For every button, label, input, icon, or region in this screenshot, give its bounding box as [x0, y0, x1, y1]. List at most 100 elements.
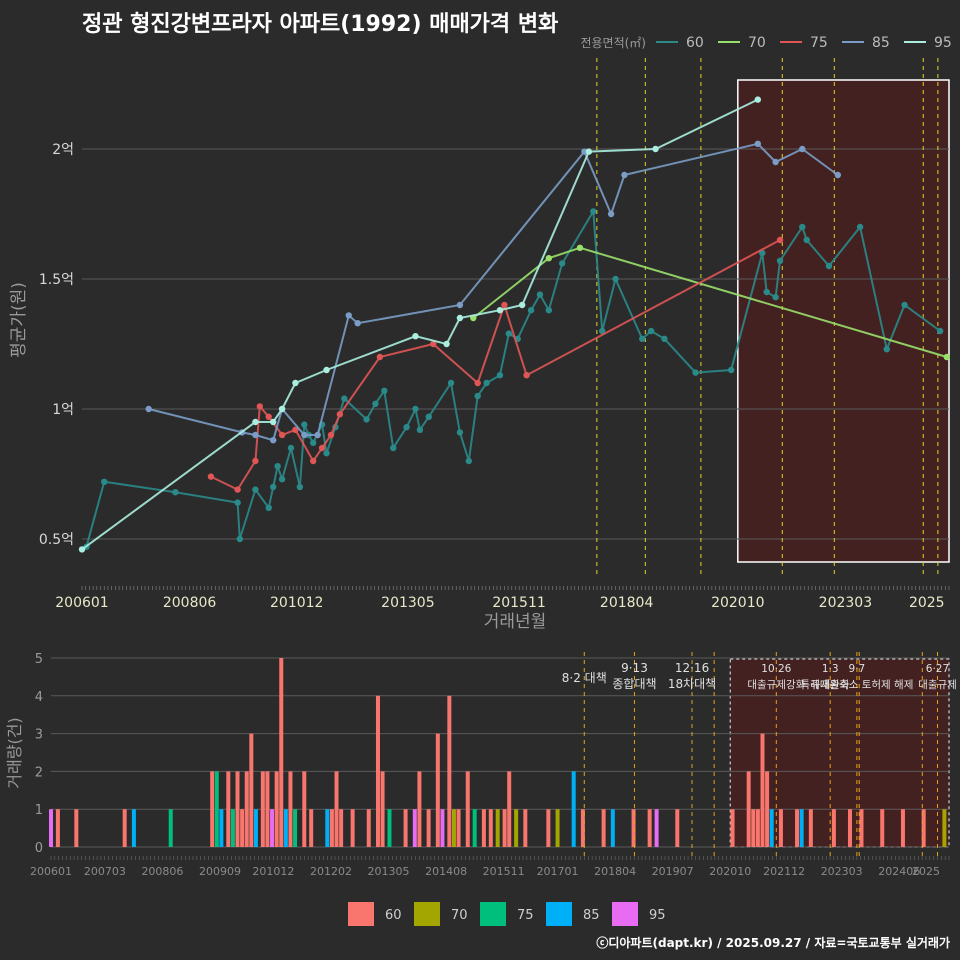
legend-label-95: 95: [649, 908, 666, 923]
data-point-60: [647, 327, 655, 335]
bar-60: [507, 771, 512, 847]
data-point-95: [518, 301, 526, 309]
data-point-95: [652, 145, 659, 153]
data-point-60: [496, 372, 504, 379]
bar-60: [350, 809, 355, 847]
x-tick-label: 202010: [711, 595, 764, 611]
bar-60: [647, 809, 652, 847]
data-point-60: [236, 535, 244, 543]
y-tick-label-bottom: 3: [35, 728, 43, 743]
bar-75: [168, 809, 173, 847]
bar-60: [240, 809, 245, 847]
data-point-60: [599, 327, 606, 335]
legend-label-95: 95: [934, 35, 952, 51]
data-point-60: [474, 392, 481, 400]
data-point-85: [754, 140, 762, 147]
data-point-95: [252, 418, 259, 426]
data-point-60: [341, 395, 348, 402]
x-tick-label: 2025: [909, 595, 945, 611]
event-label: 12·16: [675, 661, 709, 675]
data-point-60: [101, 478, 108, 485]
data-point-60: [372, 400, 379, 407]
bar-60: [465, 771, 470, 847]
y-tick-label-bottom: 2: [35, 765, 43, 780]
bar-60: [795, 809, 800, 847]
bar-60: [288, 771, 293, 847]
bar-85: [571, 771, 576, 847]
bar-60: [122, 809, 127, 847]
data-point-85: [301, 431, 308, 439]
bar-60: [235, 771, 240, 847]
data-point-95: [585, 148, 593, 155]
x-tick-label-bottom: 200806: [141, 865, 183, 878]
x-tick-label: 201012: [270, 595, 323, 611]
data-point-95: [269, 418, 277, 426]
data-point-85: [314, 431, 321, 439]
data-point-60: [883, 346, 890, 353]
data-point-60: [447, 379, 455, 387]
data-point-60: [803, 236, 810, 244]
bar-95: [49, 809, 53, 847]
data-point-95: [292, 379, 299, 387]
legend-title: 전용면적(㎡): [580, 36, 646, 50]
data-point-60: [772, 294, 779, 301]
bar-60: [339, 809, 344, 847]
legend-label-70: 70: [748, 35, 766, 51]
data-point-60: [590, 208, 597, 215]
data-point-75: [278, 431, 286, 439]
data-point-60: [692, 369, 699, 376]
bar-70: [451, 809, 456, 847]
data-point-85: [269, 437, 277, 444]
bar-60: [580, 809, 585, 847]
bar-60: [226, 771, 231, 847]
highlight-region: [737, 79, 950, 563]
bar-60: [601, 809, 606, 847]
data-point-60: [776, 257, 784, 264]
bar-60: [502, 809, 507, 847]
data-point-60: [252, 486, 259, 493]
x-axis-title: 거래년월: [484, 612, 547, 632]
credit-text: ⓒ디아파트(dapt.kr) / 2025.09.27 / 자료=국토교통부 실…: [596, 936, 950, 950]
event-label: 6·27: [926, 663, 949, 675]
bar-75: [214, 771, 219, 847]
data-point-60: [825, 262, 833, 270]
y-tick-label-bottom: 4: [35, 690, 43, 705]
legend-label-75: 75: [810, 35, 828, 51]
data-point-60: [545, 307, 553, 314]
x-tick-label-bottom: 201305: [368, 865, 410, 878]
data-point-75: [256, 403, 264, 410]
y-axis-title-bottom: 거래량(건): [5, 717, 24, 788]
data-point-60: [527, 307, 535, 314]
bar-60: [523, 809, 528, 847]
y-axis-title: 평균가(원): [9, 282, 29, 358]
data-point-95: [323, 366, 330, 374]
data-point-85: [581, 148, 588, 155]
y-tick-label: 1억: [52, 402, 74, 418]
data-point-60: [856, 223, 864, 231]
event-label: 1·3: [822, 663, 839, 675]
bar-85: [799, 809, 804, 847]
bar-85: [610, 809, 615, 847]
bar-60: [210, 771, 215, 847]
bar-85: [769, 809, 774, 847]
bar-95: [412, 809, 417, 847]
x-tick-label-bottom: 202112: [763, 865, 805, 878]
bar-60: [831, 809, 836, 847]
data-point-95: [496, 307, 504, 314]
bar-85: [219, 809, 224, 847]
event-label: 18차대책: [668, 676, 716, 691]
data-point-75: [376, 353, 384, 361]
data-point-85: [621, 171, 628, 179]
bar-95: [270, 809, 275, 847]
x-tick-label-bottom: 200703: [84, 865, 126, 878]
legend-label-85: 85: [872, 35, 890, 51]
bar-60: [375, 695, 380, 847]
bar-75: [387, 809, 392, 847]
data-point-60: [301, 421, 308, 428]
data-point-60: [403, 424, 410, 431]
data-point-60: [172, 489, 179, 496]
bar-60: [265, 771, 270, 847]
y-tick-label-bottom: 0: [35, 841, 43, 856]
x-tick-label-bottom: 201202: [310, 865, 352, 878]
bar-60: [755, 809, 760, 847]
